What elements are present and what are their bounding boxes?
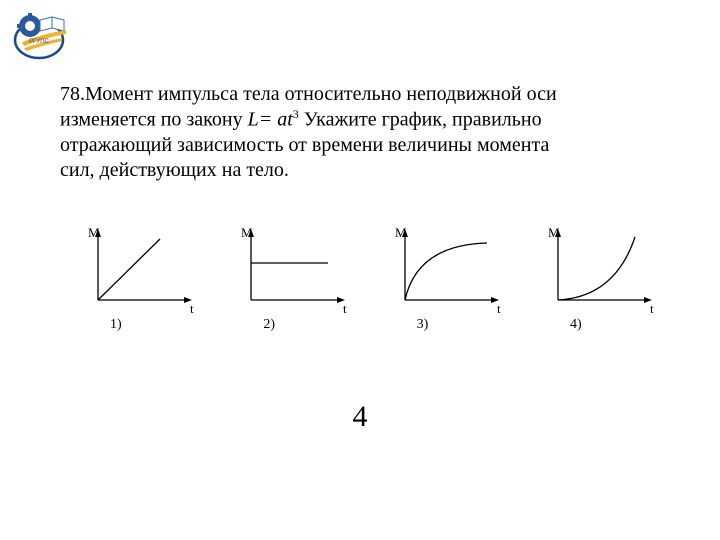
question-line3: отражающий зависимость от времени величи… bbox=[60, 134, 549, 156]
charts-row: M t 1) M t 2) M bbox=[70, 225, 670, 333]
question-line4: сил, действующих на тело. bbox=[60, 159, 289, 181]
curve-parabola bbox=[558, 237, 635, 300]
question-line1: Момент импульса тела относительно неподв… bbox=[85, 83, 557, 105]
chart-1-label: 1) bbox=[70, 317, 122, 333]
chart-4-label: 4) bbox=[530, 317, 582, 333]
chart-1: M t 1) bbox=[70, 225, 210, 333]
question-line2b: Укажите график, правильно bbox=[299, 109, 542, 131]
x-axis-label: t bbox=[497, 301, 501, 315]
chart-2-label: 2) bbox=[223, 317, 275, 333]
question-number: 78. bbox=[60, 83, 85, 105]
logo-text: РГУПС bbox=[29, 39, 49, 45]
chart-2: M t 2) bbox=[223, 225, 363, 333]
x-axis-label: t bbox=[343, 301, 347, 315]
curve-linear bbox=[98, 239, 160, 300]
answer-value: 4 bbox=[0, 400, 720, 434]
x-axis-label: t bbox=[190, 301, 194, 315]
chart-3-label: 3) bbox=[377, 317, 429, 333]
formula-L: L= at bbox=[248, 109, 293, 131]
institution-logo: РГУПС bbox=[12, 12, 74, 62]
question-line2a: изменяется по закону bbox=[60, 109, 248, 131]
x-axis-label: t bbox=[650, 301, 654, 315]
chart-4: M t 4) bbox=[530, 225, 670, 333]
curve-sqrt bbox=[405, 243, 487, 300]
chart-3: M t 3) bbox=[377, 225, 517, 333]
question-text: 78.Момент импульса тела относительно неп… bbox=[60, 82, 660, 183]
